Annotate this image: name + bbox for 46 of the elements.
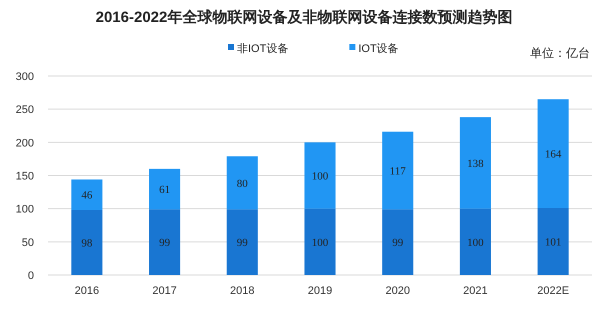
data-label: 80 — [236, 178, 248, 190]
data-label: 99 — [159, 237, 171, 250]
x-tick-label: 2022E — [537, 285, 570, 297]
bar — [382, 132, 414, 210]
x-tick-label: 2018 — [230, 285, 255, 297]
bar — [460, 117, 491, 209]
data-label: 101 — [544, 236, 562, 248]
data-label: 100 — [312, 170, 329, 182]
bar — [538, 99, 569, 208]
data-label: 99 — [392, 237, 404, 250]
bar — [304, 142, 336, 209]
y-tick-label: 200 — [16, 137, 34, 150]
data-label: 100 — [467, 236, 484, 249]
y-tick-label: 300 — [16, 71, 34, 83]
x-tick-label: 2017 — [152, 285, 177, 297]
bar — [304, 208, 336, 275]
bar — [149, 168, 180, 210]
legend-label: 非IOT设备 — [237, 42, 288, 55]
y-tick-label: 100 — [16, 204, 34, 216]
x-tick-label: 2016 — [74, 285, 100, 297]
y-tick-label: 250 — [16, 104, 34, 116]
data-label: 138 — [467, 158, 484, 170]
data-label: 164 — [544, 148, 562, 161]
x-tick-label: 2021 — [463, 285, 488, 297]
y-tick-label: 0 — [28, 270, 34, 282]
data-label: 61 — [159, 184, 170, 196]
data-label: 117 — [390, 166, 406, 178]
data-label: 100 — [312, 236, 329, 249]
x-tick-label: 2020 — [385, 285, 410, 297]
y-tick-label: 150 — [16, 170, 34, 182]
bar — [460, 208, 491, 275]
y-tick-label: 50 — [22, 236, 34, 249]
bar — [71, 210, 102, 275]
bar — [149, 209, 180, 275]
data-label: 46 — [81, 190, 93, 202]
bar — [538, 208, 569, 275]
legend-label: IOT设备 — [358, 43, 399, 55]
data-label: 98 — [81, 237, 93, 250]
bar — [226, 209, 258, 275]
data-label: 99 — [236, 237, 248, 250]
text: 单位：亿台 — [530, 46, 590, 60]
bar — [382, 209, 414, 275]
chart-title: 2016-2022年全球物联网设备及非物联网设备连接数预测趋势图 — [96, 9, 512, 26]
bar — [226, 156, 258, 210]
x-tick-label: 2019 — [308, 285, 332, 297]
bar — [71, 179, 102, 210]
